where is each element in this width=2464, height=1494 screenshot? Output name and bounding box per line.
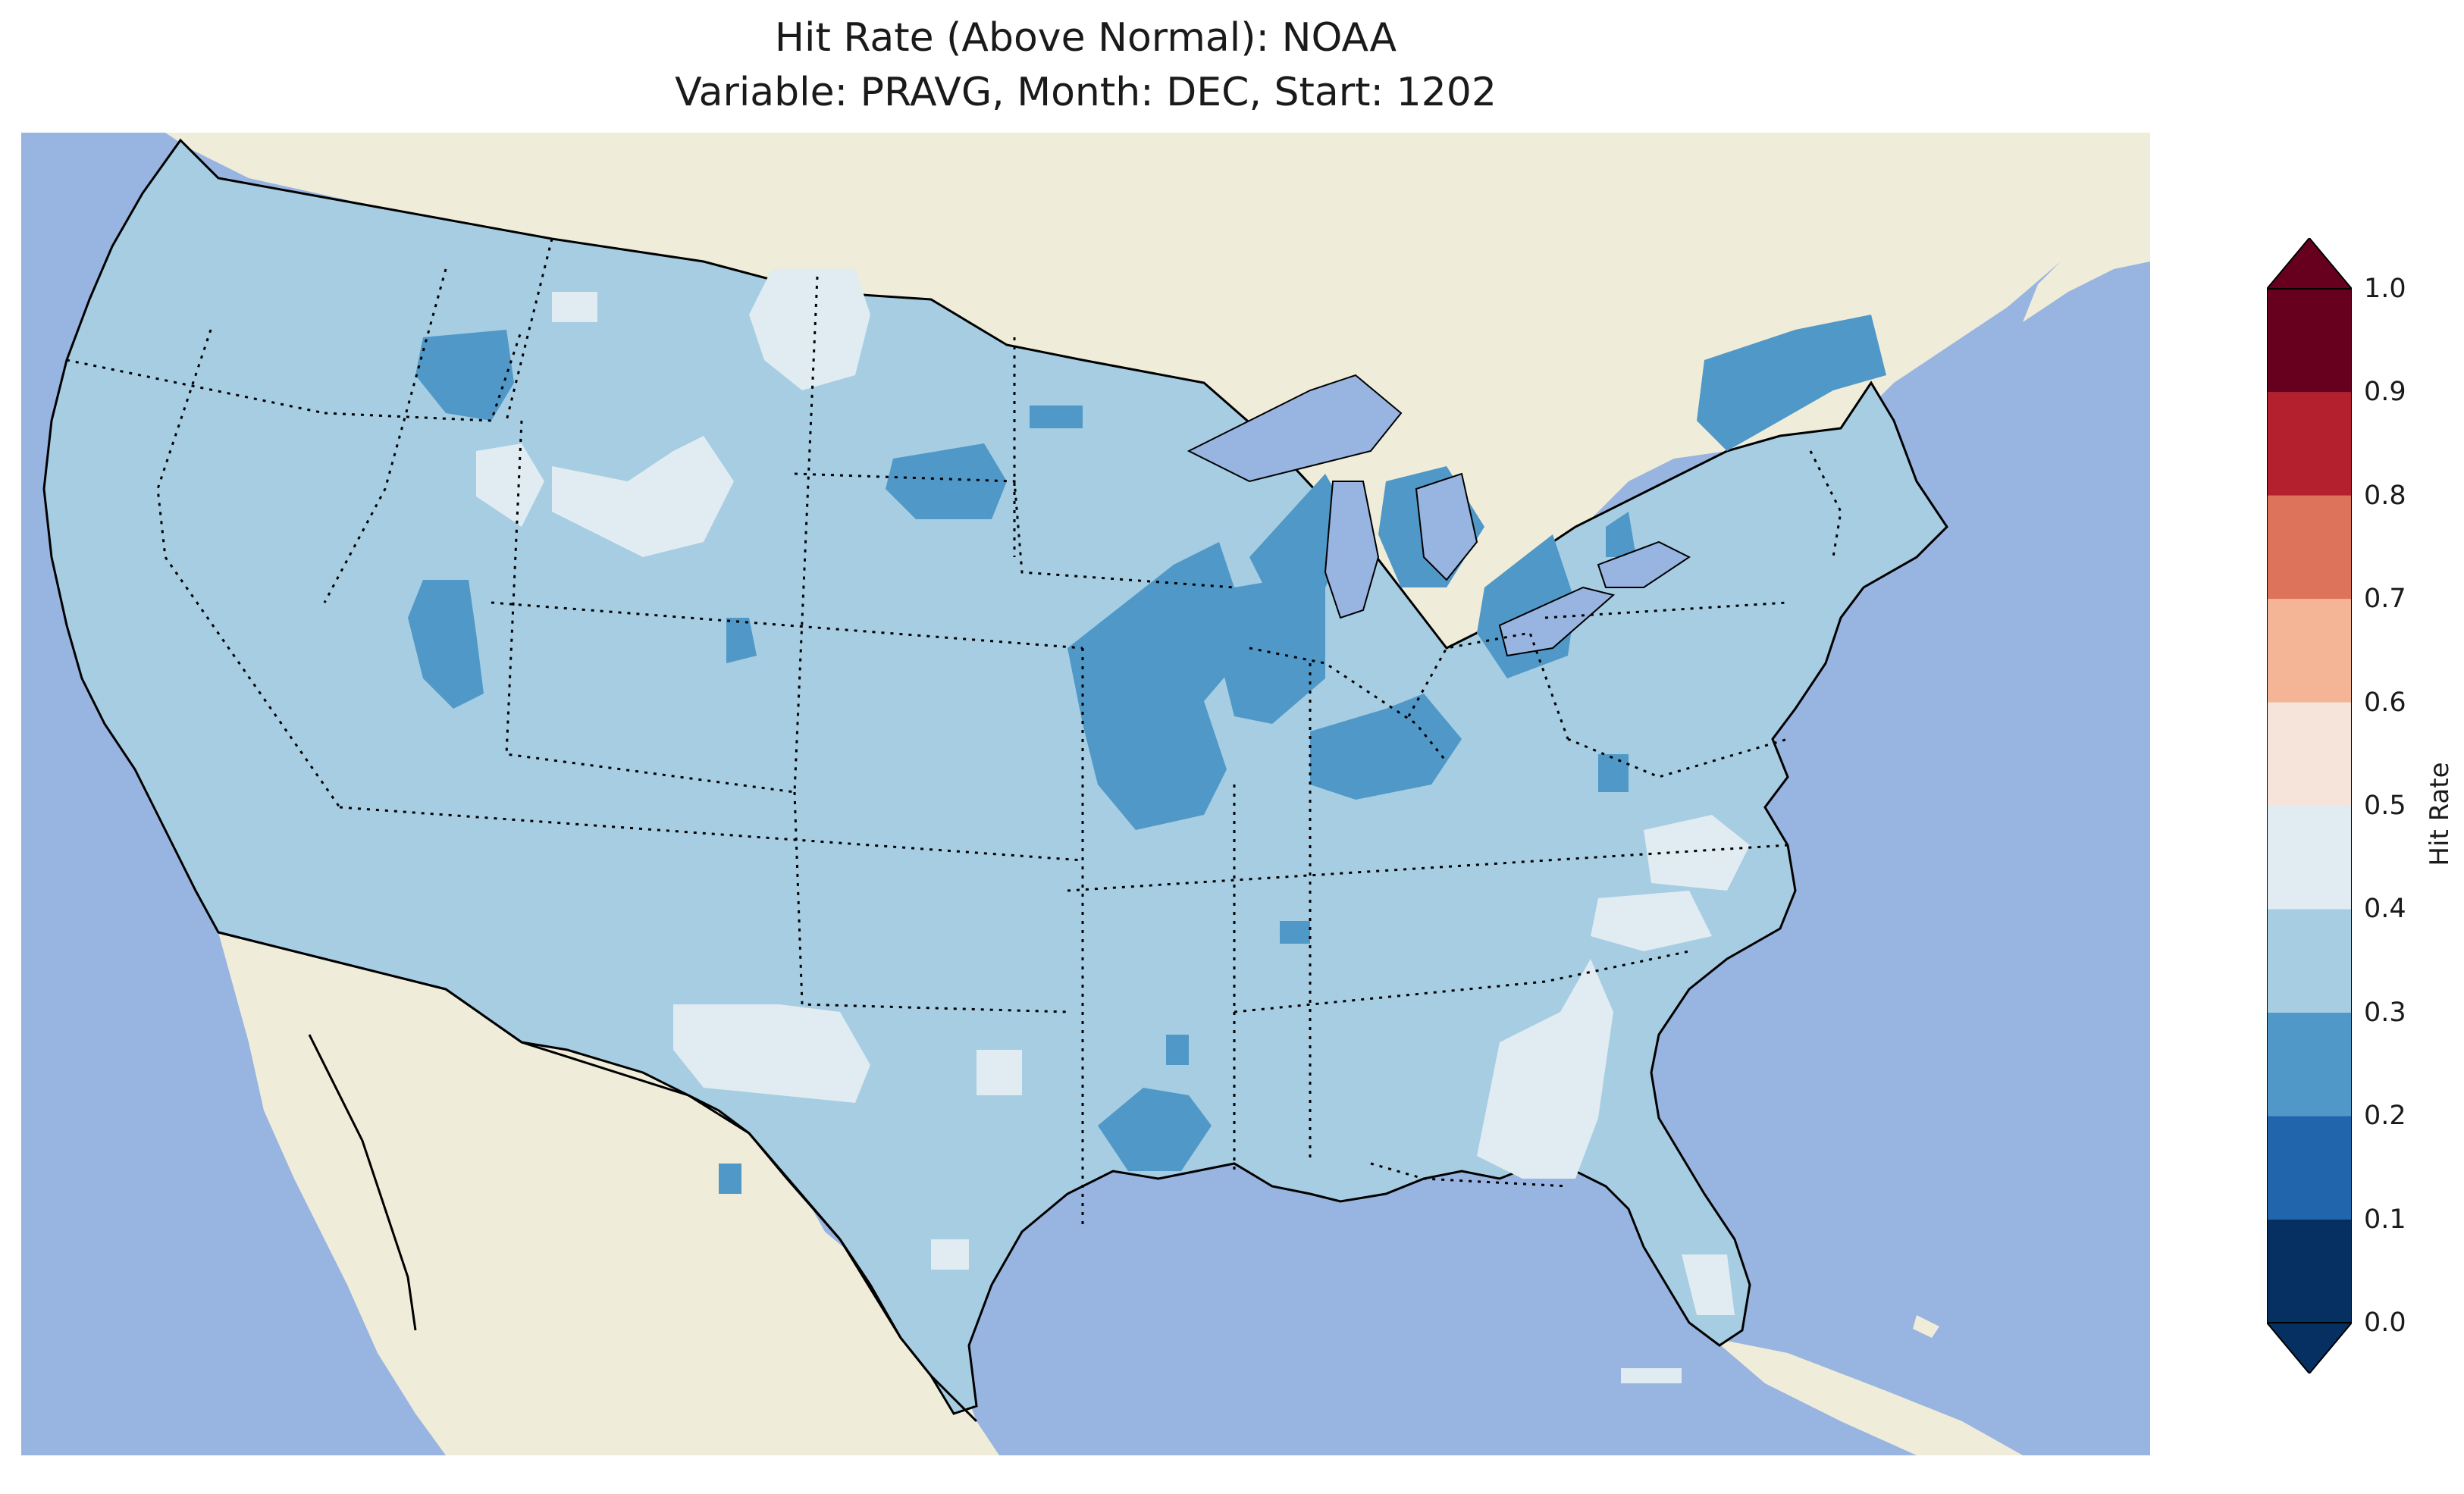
title-line-2: Variable: PRAVG, Month: DEC, Start: 1202 bbox=[675, 70, 1497, 115]
colorbar-tick-label: 0.1 bbox=[2364, 1204, 2406, 1235]
colorbar-bin bbox=[2267, 806, 2352, 910]
colorbar-bin bbox=[2267, 289, 2352, 393]
state-borders bbox=[66, 238, 1842, 1224]
colorbar-tick-label: 0.7 bbox=[2364, 584, 2406, 615]
colorbar-bin bbox=[2267, 1116, 2352, 1220]
light-patches bbox=[476, 269, 1750, 1383]
colorbar-arrow-top bbox=[2267, 238, 2352, 290]
colorbar-tick-label: 0.2 bbox=[2364, 1101, 2406, 1132]
colorbar-tick-label: 0.3 bbox=[2364, 997, 2406, 1028]
colorbar-outline bbox=[2267, 288, 2352, 1323]
cuba-land bbox=[1712, 1338, 2023, 1455]
colorbar-arrow-bottom bbox=[2267, 1322, 2352, 1373]
colorbar-bin bbox=[2267, 909, 2352, 1013]
colorbar-tick-label: 0.0 bbox=[2364, 1308, 2406, 1338]
canada-land bbox=[165, 133, 2150, 648]
colorbar-tick-label: 1.0 bbox=[2364, 274, 2406, 304]
colorbar bbox=[2267, 238, 2352, 1373]
colorbar-bins bbox=[2267, 289, 2352, 1323]
colorbar-bin bbox=[2267, 599, 2352, 703]
colorbar-bin bbox=[2267, 1012, 2352, 1117]
bahamas-land bbox=[1913, 1315, 1939, 1338]
title-line-1: Hit Rate (Above Normal): NOAA bbox=[774, 15, 1397, 61]
maritimes-land bbox=[2023, 178, 2150, 322]
colorbar-bin bbox=[2267, 1219, 2352, 1323]
colorbar-tick-label: 0.4 bbox=[2364, 894, 2406, 925]
colorbar-tick-label: 0.5 bbox=[2364, 791, 2406, 821]
colorbar-tick-label: 0.9 bbox=[2364, 377, 2406, 408]
colorbar-label: Hit Rate bbox=[2425, 762, 2455, 866]
baja-land bbox=[271, 989, 415, 1338]
medium-patches bbox=[408, 315, 1886, 1194]
colorbar-bin bbox=[2267, 495, 2352, 600]
country-borders bbox=[218, 931, 978, 1423]
colorbar-tick-label: 0.6 bbox=[2364, 687, 2406, 718]
great-lakes bbox=[1187, 374, 1691, 657]
colorbar-bin bbox=[2267, 702, 2352, 806]
colorbar-tick-label: 0.8 bbox=[2364, 480, 2406, 511]
colorbar-bin bbox=[2267, 392, 2352, 496]
hit-rate-map bbox=[21, 133, 2150, 1455]
